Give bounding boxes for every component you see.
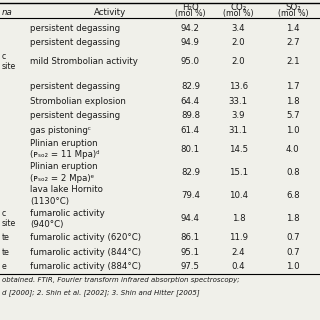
Text: obtained. FTIR, Fourier transform infrared absorption spectroscopy;: obtained. FTIR, Fourier transform infrar… [2,277,239,283]
Text: fumarolic activity (884°C): fumarolic activity (884°C) [30,262,141,271]
Text: 3.9: 3.9 [232,111,245,120]
Text: 2.0: 2.0 [232,57,245,66]
Text: 97.5: 97.5 [181,262,200,271]
Text: (mol %): (mol %) [223,9,254,18]
Text: 61.4: 61.4 [181,126,200,135]
Text: te: te [2,248,10,257]
Text: na: na [2,8,12,17]
Text: 94.4: 94.4 [181,214,200,223]
Text: 14.5: 14.5 [229,145,248,154]
Text: 2.1: 2.1 [286,57,300,66]
Text: 33.1: 33.1 [229,97,248,106]
Text: 94.9: 94.9 [181,38,200,47]
Text: 82.9: 82.9 [181,168,200,177]
Text: H₂O: H₂O [182,4,199,12]
Text: 5.7: 5.7 [286,111,300,120]
Text: persistent degassing: persistent degassing [30,111,121,120]
Text: persistent degassing: persistent degassing [30,38,121,47]
Text: fumarolic activity (844°C): fumarolic activity (844°C) [30,248,141,257]
Text: persistent degassing: persistent degassing [30,24,121,33]
Text: (mol %): (mol %) [277,9,308,18]
Text: Plinian eruption
(ᴘₛₒ₂ = 2 Mpa)ᵉ: Plinian eruption (ᴘₛₒ₂ = 2 Mpa)ᵉ [30,163,98,182]
Text: 15.1: 15.1 [229,168,248,177]
Text: d [2000]; 2. Shin et al. [2002]; 3. Shin and Hitter [2005]: d [2000]; 2. Shin et al. [2002]; 3. Shin… [2,289,199,296]
Text: c
site: c site [2,209,16,228]
Text: 1.8: 1.8 [286,97,300,106]
Text: Plinian eruption
(ᴘₛₒ₂ = 11 Mpa)ᵈ: Plinian eruption (ᴘₛₒ₂ = 11 Mpa)ᵈ [30,140,100,159]
Text: 1.8: 1.8 [232,214,245,223]
Text: lava lake Hornito
(1130°C): lava lake Hornito (1130°C) [30,186,103,205]
Text: 13.6: 13.6 [229,82,248,91]
Text: 2.0: 2.0 [232,38,245,47]
Text: 6.8: 6.8 [286,191,300,200]
Text: 0.7: 0.7 [286,248,300,257]
Text: 95.1: 95.1 [181,248,200,257]
Text: gas pistoningᶜ: gas pistoningᶜ [30,126,92,135]
Text: 89.8: 89.8 [181,111,200,120]
Text: 2.4: 2.4 [232,248,245,257]
Text: 64.4: 64.4 [181,97,200,106]
Text: e: e [2,262,6,271]
Text: mild Strombolian activity: mild Strombolian activity [30,57,138,66]
Text: c
site: c site [2,52,16,71]
Text: te: te [2,233,10,242]
Text: 4.0: 4.0 [286,145,300,154]
Text: Strombolian explosion: Strombolian explosion [30,97,126,106]
Text: fumarolic activity
(940°C): fumarolic activity (940°C) [30,209,105,228]
Text: 1.4: 1.4 [286,24,300,33]
Text: 94.2: 94.2 [181,24,200,33]
Text: 79.4: 79.4 [181,191,200,200]
Text: 0.4: 0.4 [232,262,245,271]
Text: 11.9: 11.9 [229,233,248,242]
Text: 80.1: 80.1 [181,145,200,154]
Text: 1.0: 1.0 [286,126,300,135]
Text: 10.4: 10.4 [229,191,248,200]
Text: 2.7: 2.7 [286,38,300,47]
Text: 1.8: 1.8 [286,214,300,223]
Text: 1.0: 1.0 [286,262,300,271]
Text: 0.7: 0.7 [286,233,300,242]
Text: (mol %): (mol %) [175,9,206,18]
Text: 3.4: 3.4 [232,24,245,33]
Text: 1.7: 1.7 [286,82,300,91]
Text: persistent degassing: persistent degassing [30,82,121,91]
Text: 86.1: 86.1 [181,233,200,242]
Text: 95.0: 95.0 [181,57,200,66]
Text: fumarolic activity (620°C): fumarolic activity (620°C) [30,233,141,242]
Text: CO₂: CO₂ [230,4,246,12]
Text: Activity: Activity [94,8,126,17]
Text: 31.1: 31.1 [229,126,248,135]
Text: 82.9: 82.9 [181,82,200,91]
Text: 0.8: 0.8 [286,168,300,177]
Text: SO₂: SO₂ [285,4,301,12]
